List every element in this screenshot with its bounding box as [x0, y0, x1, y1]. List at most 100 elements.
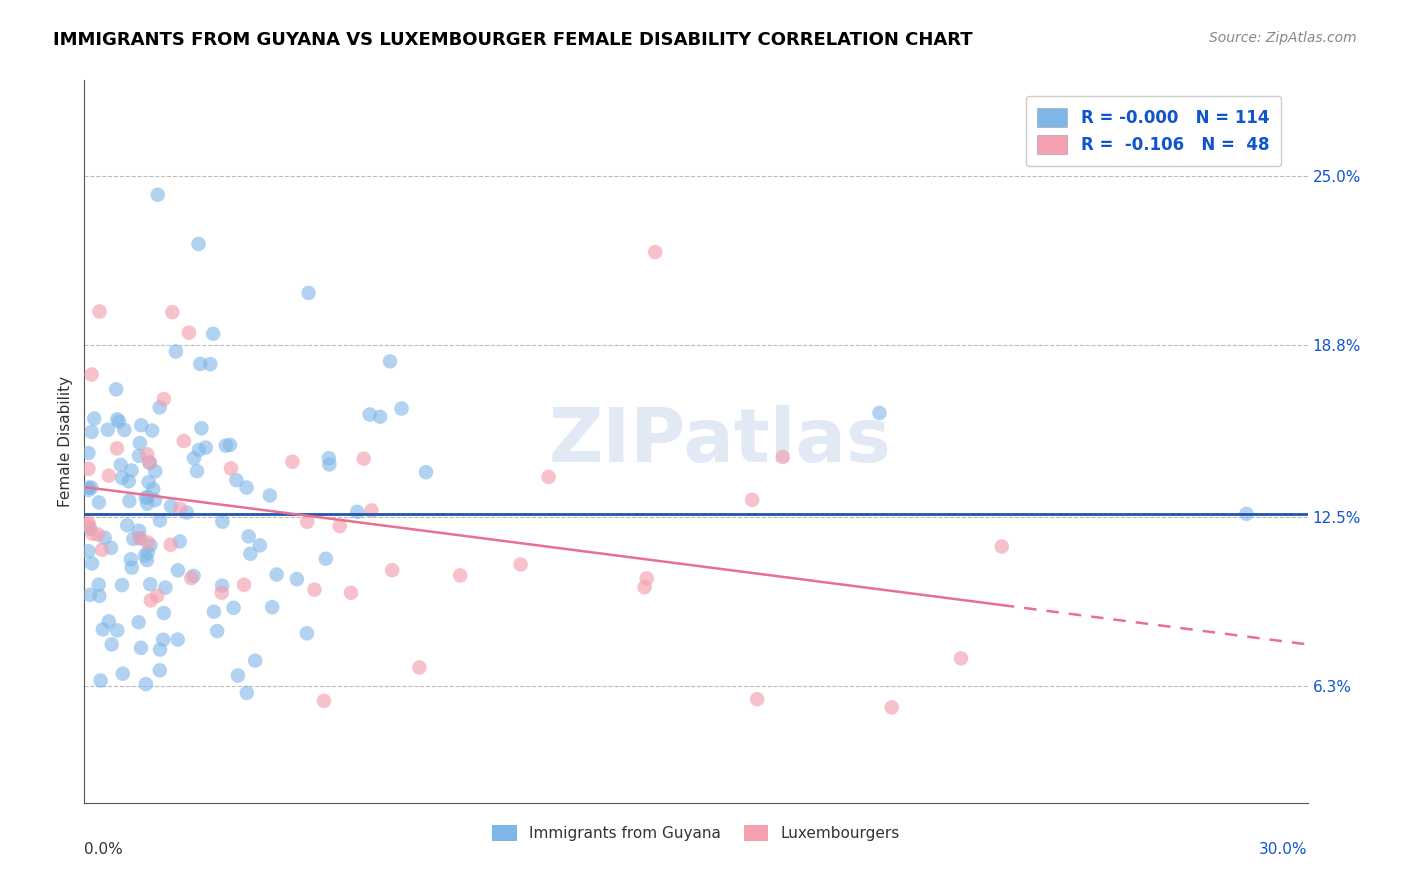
- Point: [222, 600, 245, 615]
- Point: [149, 663, 172, 677]
- Point: [87, 527, 110, 541]
- Point: [77, 544, 100, 558]
- Point: [152, 632, 174, 647]
- Point: [304, 582, 326, 597]
- Point: [77, 462, 100, 476]
- Point: [537, 470, 560, 484]
- Point: [118, 494, 141, 508]
- Point: [167, 563, 190, 577]
- Point: [149, 642, 172, 657]
- Point: [200, 357, 222, 371]
- Point: [449, 568, 471, 582]
- Point: [143, 493, 166, 508]
- Point: [160, 499, 183, 513]
- Point: [128, 531, 150, 545]
- Point: [136, 497, 159, 511]
- Point: [97, 615, 120, 629]
- Point: [139, 593, 162, 607]
- Point: [509, 558, 531, 572]
- Point: [138, 475, 160, 490]
- Point: [105, 382, 128, 396]
- Point: [121, 463, 143, 477]
- Point: [236, 686, 259, 700]
- Point: [159, 538, 181, 552]
- Point: [340, 586, 363, 600]
- Point: [169, 534, 191, 549]
- Point: [176, 506, 198, 520]
- Point: [180, 571, 202, 585]
- Point: [285, 572, 308, 586]
- Point: [153, 392, 176, 406]
- Point: [636, 571, 658, 585]
- Point: [118, 474, 141, 488]
- Point: [129, 640, 152, 655]
- Point: [239, 547, 262, 561]
- Point: [318, 458, 340, 472]
- Point: [368, 409, 391, 424]
- Point: [77, 516, 100, 530]
- Point: [77, 518, 100, 533]
- Text: Source: ZipAtlas.com: Source: ZipAtlas.com: [1209, 31, 1357, 45]
- Point: [80, 557, 103, 571]
- Point: [79, 522, 101, 536]
- Point: [644, 245, 666, 260]
- Point: [87, 495, 110, 509]
- Point: [183, 451, 205, 466]
- Point: [100, 637, 122, 651]
- Point: [111, 471, 134, 485]
- Point: [249, 538, 271, 552]
- Point: [211, 585, 233, 599]
- Point: [129, 418, 152, 433]
- Point: [298, 285, 321, 300]
- Point: [108, 415, 131, 429]
- Point: [149, 401, 172, 415]
- Legend: Immigrants from Guyana, Luxembourgers: Immigrants from Guyana, Luxembourgers: [486, 819, 905, 847]
- Point: [991, 540, 1014, 554]
- Point: [950, 651, 973, 665]
- Point: [177, 326, 200, 340]
- Point: [202, 605, 225, 619]
- Point: [128, 615, 150, 630]
- Point: [142, 482, 165, 496]
- Point: [120, 552, 142, 566]
- Text: IMMIGRANTS FROM GUYANA VS LUXEMBOURGER FEMALE DISABILITY CORRELATION CHART: IMMIGRANTS FROM GUYANA VS LUXEMBOURGER F…: [53, 31, 973, 49]
- Point: [79, 588, 101, 602]
- Point: [136, 535, 159, 549]
- Point: [110, 458, 132, 472]
- Point: [235, 481, 257, 495]
- Point: [141, 424, 163, 438]
- Point: [190, 421, 212, 435]
- Point: [346, 505, 368, 519]
- Point: [211, 515, 233, 529]
- Point: [205, 624, 228, 638]
- Point: [219, 461, 242, 475]
- Point: [238, 529, 260, 543]
- Point: [105, 412, 128, 426]
- Point: [105, 624, 128, 638]
- Point: [266, 567, 288, 582]
- Point: [194, 441, 217, 455]
- Point: [162, 305, 184, 319]
- Point: [259, 488, 281, 502]
- Text: 0.0%: 0.0%: [84, 842, 124, 856]
- Point: [262, 600, 284, 615]
- Point: [97, 468, 120, 483]
- Point: [166, 632, 188, 647]
- Point: [112, 423, 135, 437]
- Point: [186, 464, 208, 478]
- Point: [100, 541, 122, 555]
- Point: [378, 354, 401, 368]
- Point: [312, 694, 335, 708]
- Point: [183, 569, 205, 583]
- Point: [111, 578, 134, 592]
- Point: [80, 425, 103, 439]
- Point: [146, 589, 169, 603]
- Point: [187, 236, 209, 251]
- Point: [187, 442, 209, 457]
- Point: [226, 668, 249, 682]
- Point: [741, 492, 763, 507]
- Point: [188, 357, 211, 371]
- Point: [225, 473, 247, 487]
- Point: [89, 304, 111, 318]
- Point: [91, 542, 114, 557]
